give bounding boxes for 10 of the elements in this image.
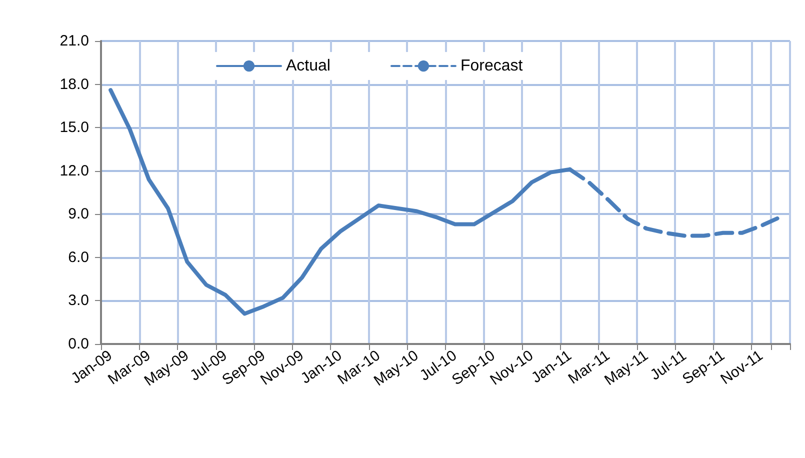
y-tick-label: 18.0 bbox=[60, 76, 89, 93]
y-tick-label: 6.0 bbox=[68, 248, 89, 266]
y-tick-label: 15.0 bbox=[60, 119, 89, 136]
legend-label: Actual bbox=[286, 58, 330, 74]
y-tick-label: 12.0 bbox=[60, 162, 89, 180]
y-tick-label: 3.0 bbox=[68, 292, 89, 310]
y-tick-label: 9.0 bbox=[68, 206, 89, 223]
y-tick-label: 0.0 bbox=[68, 336, 89, 352]
y-tick-label: 21.0 bbox=[60, 32, 89, 50]
legend-label: Forecast bbox=[460, 58, 524, 74]
